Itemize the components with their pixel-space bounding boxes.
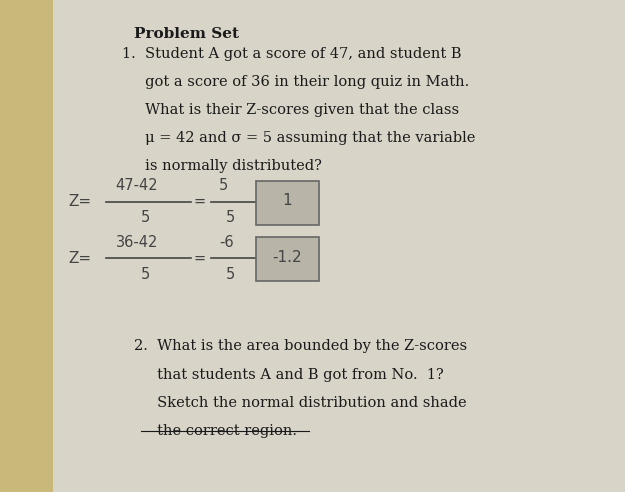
Text: 36-42: 36-42 bbox=[116, 235, 158, 249]
Text: -1.2: -1.2 bbox=[272, 250, 302, 265]
Text: the correct region.: the correct region. bbox=[134, 424, 298, 437]
Text: 2.  What is the area bounded by the Z-scores: 2. What is the area bounded by the Z-sco… bbox=[134, 339, 468, 353]
Text: 5: 5 bbox=[219, 178, 228, 193]
Text: Sketch the normal distribution and shade: Sketch the normal distribution and shade bbox=[134, 396, 467, 409]
Text: =: = bbox=[194, 251, 206, 266]
Text: Z=: Z= bbox=[69, 251, 92, 266]
Text: 5: 5 bbox=[226, 211, 236, 225]
Text: 47-42: 47-42 bbox=[116, 178, 158, 193]
Text: 1.  Student A got a score of 47, and student B: 1. Student A got a score of 47, and stud… bbox=[122, 47, 461, 61]
Text: 1: 1 bbox=[282, 193, 292, 208]
Text: that students A and B got from No.  1?: that students A and B got from No. 1? bbox=[134, 368, 444, 381]
Text: What is their Z-scores given that the class: What is their Z-scores given that the cl… bbox=[122, 103, 459, 117]
FancyBboxPatch shape bbox=[256, 181, 319, 225]
Text: got a score of 36 in their long quiz in Math.: got a score of 36 in their long quiz in … bbox=[122, 75, 469, 89]
FancyBboxPatch shape bbox=[256, 237, 319, 281]
Text: 5: 5 bbox=[141, 211, 150, 225]
Bar bbox=[0, 0, 53, 492]
Text: 5: 5 bbox=[226, 267, 236, 282]
Text: Z=: Z= bbox=[69, 194, 92, 209]
Text: 5: 5 bbox=[141, 267, 150, 282]
Text: Problem Set: Problem Set bbox=[134, 27, 239, 41]
Text: is normally distributed?: is normally distributed? bbox=[122, 159, 322, 173]
Text: -6: -6 bbox=[219, 235, 233, 249]
Text: μ = 42 and σ = 5 assuming that the variable: μ = 42 and σ = 5 assuming that the varia… bbox=[122, 131, 475, 145]
Text: =: = bbox=[194, 194, 206, 209]
